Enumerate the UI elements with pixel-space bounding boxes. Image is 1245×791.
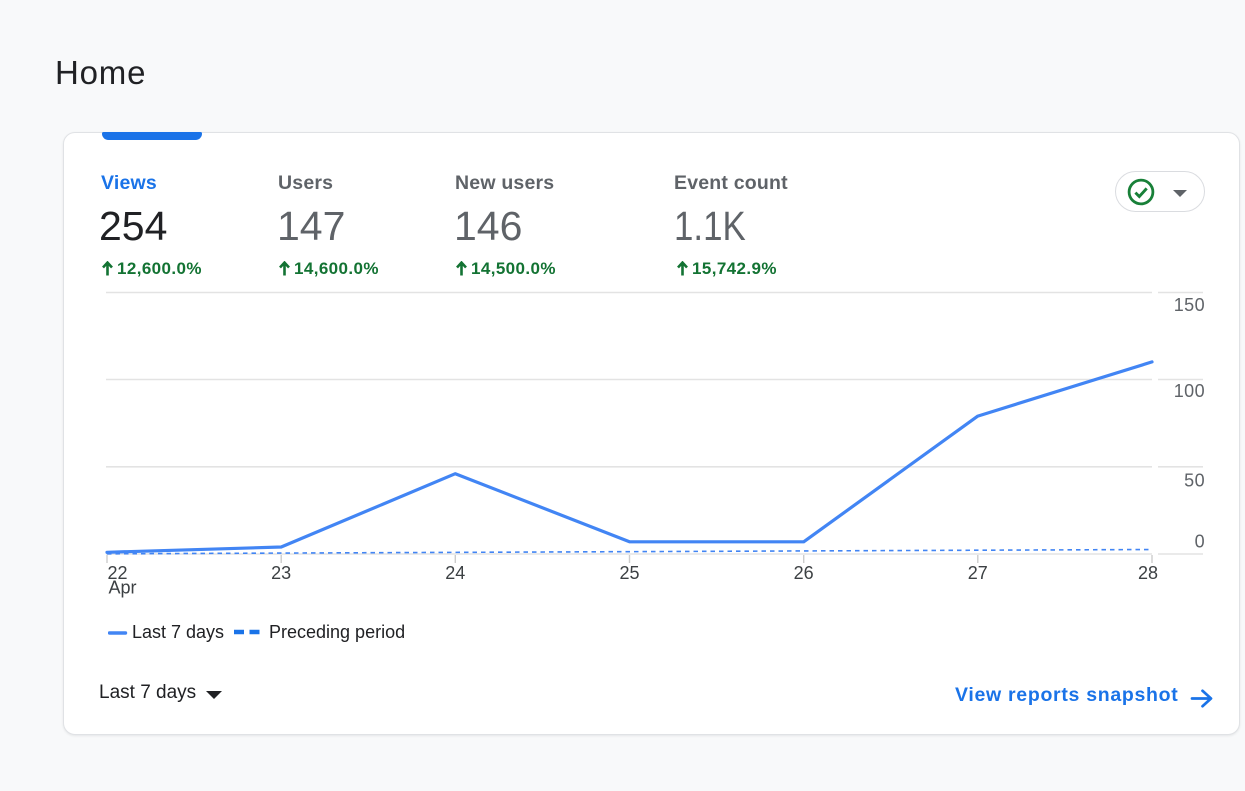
svg-text:26: 26 xyxy=(794,563,814,583)
svg-text:27: 27 xyxy=(968,563,988,583)
svg-text:50: 50 xyxy=(1184,471,1205,491)
svg-text:0: 0 xyxy=(1195,532,1205,552)
svg-text:150: 150 xyxy=(1174,295,1205,315)
svg-text:28: 28 xyxy=(1138,563,1158,583)
svg-text:100: 100 xyxy=(1174,381,1205,401)
svg-text:24: 24 xyxy=(445,563,465,583)
svg-text:23: 23 xyxy=(271,563,291,583)
svg-text:Apr: Apr xyxy=(109,578,137,598)
svg-text:22: 22 xyxy=(108,563,128,583)
svg-text:25: 25 xyxy=(619,563,639,583)
